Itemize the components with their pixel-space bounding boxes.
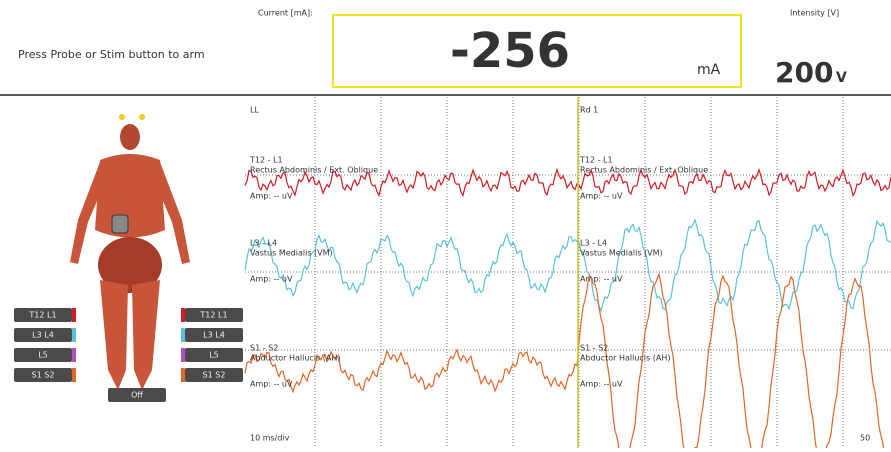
channel-name: S1 - S2 <box>250 344 278 353</box>
channel-button[interactable]: L3 L4 <box>181 328 243 342</box>
button-label: L5 <box>38 351 48 360</box>
channel-button[interactable]: T12 L1 <box>14 308 76 322</box>
channel-muscle: Abductor Hallucis (AH) <box>580 354 670 363</box>
channel-amp: Amp: -- uV <box>250 275 293 284</box>
channel-name: T12 - L1 <box>249 156 283 165</box>
channel-button[interactable]: S1 S2 <box>181 368 243 382</box>
channel-button[interactable]: Off <box>108 388 166 402</box>
channel-amp: Amp: -- uV <box>580 275 623 284</box>
channel-muscle: Vastus Medialis (VM) <box>580 249 663 258</box>
trace <box>245 274 891 448</box>
trace <box>245 220 891 311</box>
channel-name: S1 - S2 <box>580 344 608 353</box>
channel-button[interactable]: L5 <box>181 348 243 362</box>
button-label: T12 L1 <box>199 311 227 320</box>
plot-right-title: Rd 1 <box>580 106 598 115</box>
body-figure <box>70 114 190 390</box>
button-tab <box>72 308 76 322</box>
button-label: L3 L4 <box>203 331 225 340</box>
timebase: 10 ms/div <box>250 434 290 443</box>
channel-amp: Amp: -- uV <box>250 380 293 389</box>
channel-muscle: Vastus Medialis (VM) <box>250 249 333 258</box>
button-label: Off <box>131 391 143 400</box>
channel-amp: Amp: -- uV <box>250 192 293 201</box>
intensity-unit: V <box>836 70 847 86</box>
channel-button[interactable]: S1 S2 <box>14 368 76 382</box>
button-label: T12 L1 <box>28 311 56 320</box>
button-tab <box>72 368 76 382</box>
button-tab <box>181 328 185 342</box>
channel-muscle: Rectus Abdominis / Ext. Oblique <box>580 166 708 175</box>
current-value: -256 <box>450 23 570 79</box>
channel-name: T12 - L1 <box>579 156 613 165</box>
button-label: S1 S2 <box>32 371 55 380</box>
channel-name: L3 - L4 <box>580 239 607 248</box>
monitor-screen: Press Probe or Stim button to arm Curren… <box>0 0 891 448</box>
channel-name: L3 - L4 <box>250 239 277 248</box>
button-tab <box>72 348 76 362</box>
intensity-value: 200 <box>775 56 833 89</box>
current-label: Current [mA]: <box>258 9 313 18</box>
button-tab <box>181 308 185 322</box>
button-label: L5 <box>209 351 219 360</box>
channel-amp: Amp: -- uV <box>580 380 623 389</box>
button-label: S1 S2 <box>203 371 226 380</box>
channel-button[interactable]: L3 L4 <box>14 328 76 342</box>
channel-muscle: Rectus Abdominis / Ext. Oblique <box>250 166 378 175</box>
button-tab <box>181 368 185 382</box>
channel-muscle: Abductor Hallucis (AH) <box>250 354 340 363</box>
plot-left-title: LL <box>250 106 259 115</box>
instruction: Press Probe or Stim button to arm <box>18 48 205 61</box>
button-tab <box>72 328 76 342</box>
channel-amp: Amp: -- uV <box>580 192 623 201</box>
current-unit: mA <box>697 62 721 78</box>
channel-button[interactable]: L5 <box>14 348 76 362</box>
button-label: L3 L4 <box>32 331 54 340</box>
intensity-label: Intensity [V] <box>790 9 839 18</box>
channel-button[interactable]: T12 L1 <box>181 308 243 322</box>
right-scale: 50 <box>860 434 870 443</box>
button-tab <box>181 348 185 362</box>
